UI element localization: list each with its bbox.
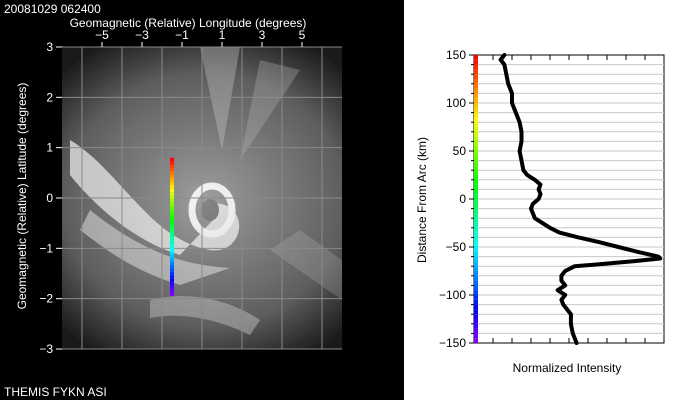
y-tick-label: 100 [446, 96, 466, 110]
asi-image [62, 47, 342, 349]
asi-ticks: −5 −3 −1 1 3 5 −3 −2 −1 0 1 2 3 [39, 28, 305, 356]
asi-image-plot: −5 −3 −1 1 3 5 −3 −2 −1 0 1 2 3 20081029 062400 Geom… [4, 2, 342, 399]
y-tick-label: 2 [46, 90, 53, 104]
x-tick-label: −3 [135, 28, 149, 42]
y-tick-label: −100 [439, 288, 466, 302]
y-tick-label: 0 [46, 191, 53, 205]
intensity-profile-chart: −150 −100 −50 0 50 100 150 Distance From Arc (… [415, 48, 665, 375]
x-tick-label: −5 [95, 28, 109, 42]
y-tick-label: −3 [39, 342, 53, 356]
y-tick-label: −150 [439, 336, 466, 350]
y-tick-label: 1 [46, 141, 53, 155]
y-tick-label: −2 [39, 292, 53, 306]
footer-label: THEMIS FYKN ASI [4, 385, 107, 399]
y-axis-title: Geomagnetic (Relative) Latitude (degrees… [15, 83, 29, 310]
profile-ticks: −150 −100 −50 0 50 100 150 [439, 48, 646, 350]
timestamp: 20081029 062400 [4, 2, 101, 16]
y-tick-label: −50 [446, 240, 467, 254]
x-tick-label: −1 [175, 28, 189, 42]
x-tick-label: 1 [219, 28, 226, 42]
x-tick-label: 3 [259, 28, 266, 42]
y-tick-label: 3 [46, 40, 53, 54]
y-tick-label: −1 [39, 241, 53, 255]
profile-y-axis-title: Distance From Arc (km) [415, 137, 429, 263]
asi-grid [62, 46, 342, 350]
y-tick-label: 150 [446, 48, 466, 62]
intensity-profile-line [498, 53, 663, 345]
x-tick-label: 5 [299, 28, 306, 42]
profile-x-axis-title: Normalized Intensity [513, 361, 622, 375]
x-axis-title: Geomagnetic (Relative) Longitude (degree… [70, 16, 307, 30]
asi-panel: −5 −3 −1 1 3 5 −3 −2 −1 0 1 2 3 20081029 062400 Geom… [0, 0, 404, 400]
intensity-series-line [498, 53, 663, 345]
y-tick-label: 0 [459, 192, 466, 206]
y-tick-label: 50 [453, 144, 467, 158]
